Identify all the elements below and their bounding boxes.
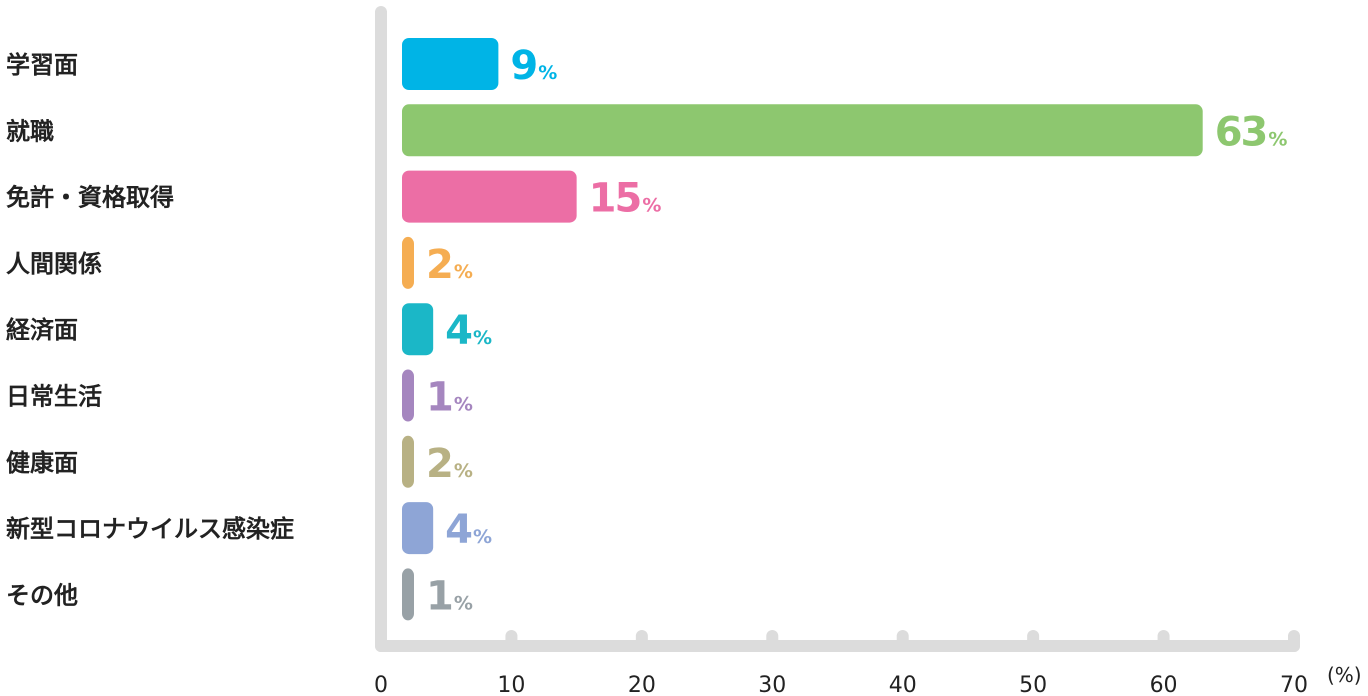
bar [402,435,414,488]
data-label-suffix: % [454,261,473,283]
data-label: 2% [426,441,473,487]
bar [402,170,577,223]
bar [402,502,434,555]
data-label-value: 9 [510,43,536,89]
x-axis-unit-label: (%) [1327,663,1362,687]
data-label-value: 4 [445,308,471,354]
bar [402,236,414,289]
bar [402,369,414,422]
category-label: 免許・資格取得 [6,184,174,212]
category-label: 健康面 [6,449,78,477]
data-label-suffix: % [1268,128,1287,150]
data-label-value: 2 [426,242,452,288]
data-label-value: 63 [1215,109,1267,155]
data-label: 1% [426,573,473,619]
x-tick-label: 50 [1019,673,1047,696]
bars-layer: 9 %63 %15 %2 %4 %1 %2 %4 %1% [402,38,1288,621]
data-label-value: 15 [589,176,641,222]
x-tick-label: 70 [1280,673,1308,696]
axis-layer [375,6,1300,652]
bar [402,104,1203,157]
x-tick-label: 0 [374,673,388,696]
category-label: その他 [6,581,78,609]
category-label: 日常生活 [6,383,102,411]
data-label: 63% [1215,109,1288,155]
data-label-suffix: % [538,62,557,84]
data-label: 1% [426,375,473,421]
data-label-value: 4 [445,507,471,553]
data-label-value: 2 [426,441,452,487]
data-label-suffix: % [473,526,492,548]
data-label-value: 1 [426,375,452,421]
x-tick-labels: 0 10 20 30 40 50 60 70 [374,673,1308,696]
data-label: 4% [445,308,492,354]
x-tick-label: 10 [497,673,525,696]
category-label: 就職 [6,117,54,145]
x-tick-label: 60 [1150,673,1178,696]
data-label-suffix: % [454,592,473,614]
data-label-suffix: % [642,195,661,217]
category-label: 新型コロナウイルス感染症 [6,515,294,543]
data-label: 2% [426,242,473,288]
data-label-value: 1 [426,573,452,619]
bar [402,568,414,621]
data-label: 4% [445,507,492,553]
category-label: 経済面 [6,316,78,344]
data-label: 9% [510,43,557,89]
bar [402,38,499,90]
bar [402,303,434,356]
data-label: 15% [589,176,662,222]
data-label-suffix: % [454,394,473,416]
x-tick-label: 20 [628,673,656,696]
category-label: 学習面 [6,51,78,79]
x-tick-label: 40 [889,673,917,696]
category-label: 人間関係 [6,250,102,278]
data-label-suffix: % [473,327,492,349]
category-labels: 学習面就職免許・資格取得人間関係経済面日常生活健康面新型コロナウイルス感染症その… [6,51,294,609]
x-tick-label: 30 [758,673,786,696]
data-label-suffix: % [454,460,473,482]
